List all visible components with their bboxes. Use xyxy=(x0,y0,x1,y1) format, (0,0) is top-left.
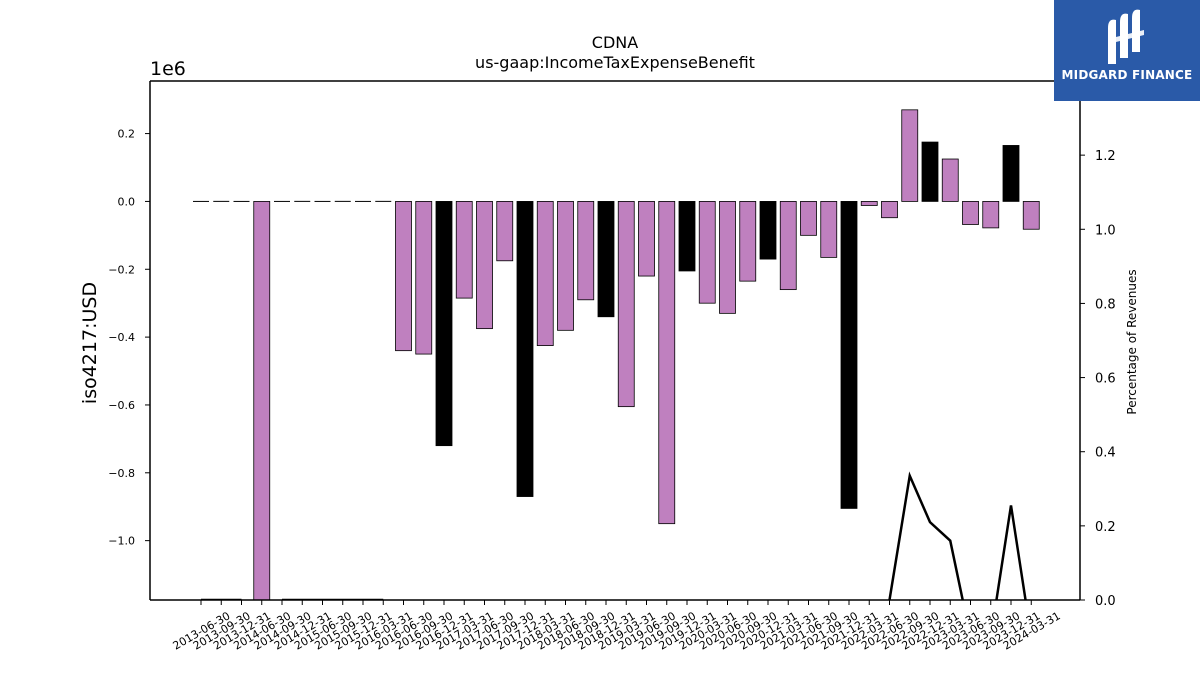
logo: MIDGARD FINANCE xyxy=(1054,0,1200,101)
y-tick-label: 0.0 xyxy=(118,195,136,208)
bar xyxy=(496,201,514,262)
bar xyxy=(901,109,919,202)
bar xyxy=(800,201,817,236)
y2-tick-label: 0.6 xyxy=(1095,372,1116,387)
y-offset-label: 1e6 xyxy=(150,58,186,80)
y-tick-label: −0.2 xyxy=(108,263,135,276)
y2-axis-label: Percentage of Revenues xyxy=(1125,269,1139,414)
bar xyxy=(921,141,939,202)
y-tick-label: −1.0 xyxy=(108,535,135,548)
bar xyxy=(698,201,716,304)
bar xyxy=(881,201,898,219)
bar xyxy=(719,201,736,314)
y-axis-label: iso4217:USD xyxy=(79,282,101,404)
logo-text: MIDGARD FINANCE xyxy=(1061,68,1193,82)
bar xyxy=(557,201,574,331)
y2-tick-label: 0.4 xyxy=(1095,446,1116,461)
bar xyxy=(476,201,493,330)
bar xyxy=(395,201,412,352)
bar xyxy=(253,201,271,601)
bar xyxy=(516,201,534,497)
bar xyxy=(860,201,878,206)
y-tick-label: −0.6 xyxy=(108,399,135,412)
midgard-logo-icon xyxy=(1108,9,1144,64)
y2-tick-label: 0.0 xyxy=(1095,594,1116,609)
y-tick-label: −0.8 xyxy=(108,467,135,480)
bar xyxy=(1002,145,1020,202)
bar xyxy=(536,201,554,346)
bar xyxy=(941,158,959,202)
chart-title: CDNA xyxy=(592,33,638,52)
bar xyxy=(617,201,635,408)
bar xyxy=(577,201,595,301)
bar xyxy=(962,201,979,225)
bar xyxy=(840,201,858,509)
bar xyxy=(415,201,433,355)
bar xyxy=(820,201,838,258)
y2-tick-label: 1.2 xyxy=(1095,149,1116,164)
bar xyxy=(638,201,655,277)
chart-subtitle: us-gaap:IncomeTaxExpenseBenefit xyxy=(475,53,755,72)
y2-tick-label: 0.8 xyxy=(1095,297,1116,312)
bar xyxy=(779,201,797,291)
bar xyxy=(455,201,473,299)
pct-revenue-line xyxy=(887,471,1027,600)
y-tick-label: −0.4 xyxy=(108,331,135,344)
y2-tick-label: 0.2 xyxy=(1095,520,1116,535)
bar xyxy=(658,201,676,525)
bar xyxy=(982,201,1000,229)
y2-tick-label: 1.0 xyxy=(1095,223,1116,238)
bar xyxy=(597,201,615,318)
bar xyxy=(1022,201,1040,230)
bar xyxy=(678,201,696,272)
bar xyxy=(739,201,757,282)
y-tick-label: 0.2 xyxy=(118,128,136,141)
bar xyxy=(759,201,777,260)
bar xyxy=(435,201,453,447)
